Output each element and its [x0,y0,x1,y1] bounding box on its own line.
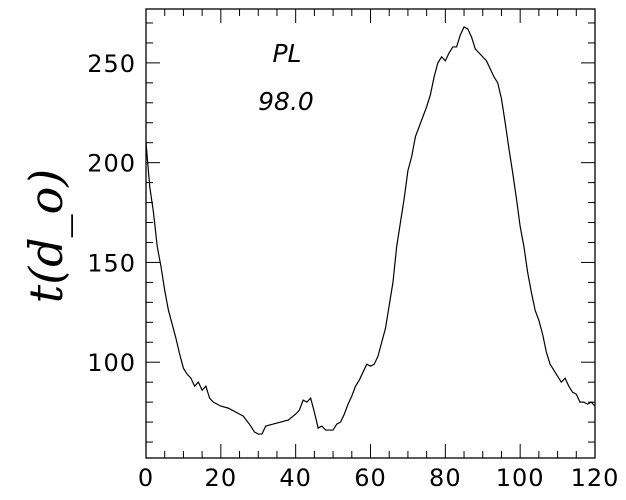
x-tick-label: 0 [138,464,154,492]
series-line [145,26,596,435]
plot-frame [145,8,596,459]
x-tick-label: 60 [354,464,387,492]
y-tick-label: 100 [87,349,136,377]
tick-labels: 0 20 40 60 80 100 120 100 150 200 250 [87,50,620,492]
y-axis-label: t(d_o) [19,169,73,304]
x-tick-label: 80 [429,464,462,492]
y-tick-label: 250 [87,50,136,78]
y-tick-label: 150 [87,249,136,277]
x-tick-label: 100 [496,464,545,492]
x-tick-label: 20 [205,464,238,492]
y-tick-label: 200 [87,150,136,178]
x-tick-label: 120 [571,464,620,492]
x-tick-label: 40 [279,464,312,492]
annotation-pl: PL [272,39,301,68]
annotation-value: 98.0 [258,87,314,116]
plot-border [145,8,596,459]
axis-ticks [145,9,596,458]
